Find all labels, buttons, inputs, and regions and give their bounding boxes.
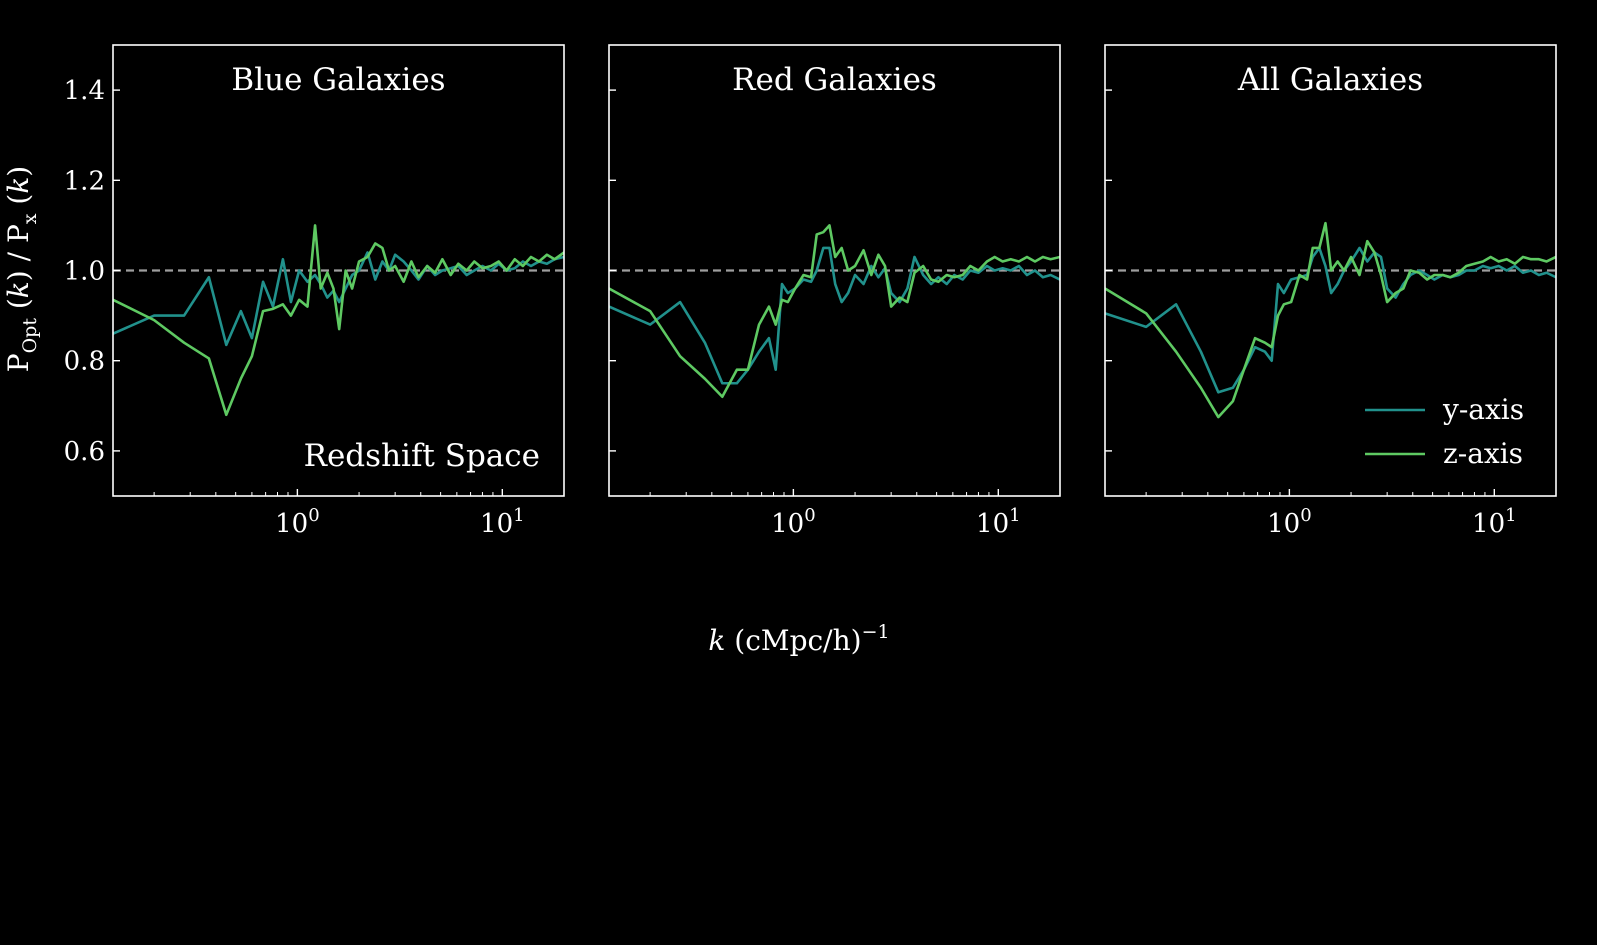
panel-title: Red Galaxies: [732, 62, 937, 98]
series-line-z-axis: [113, 224, 564, 417]
series-line-y-axis: [609, 246, 1060, 385]
x-tick-label: 100: [275, 505, 320, 539]
y-tick-label: 1.4: [64, 76, 105, 106]
y-tick-label: 1.0: [64, 257, 105, 287]
series-line-z-axis: [609, 224, 1060, 399]
legend-label-z-axis: z-axis: [1443, 437, 1523, 470]
y-axis-label: POpt (k) / Px (k): [2, 166, 41, 372]
x-axis-label-k: k: [708, 624, 725, 657]
x-axis-label-units: (cMpc/h): [725, 624, 861, 657]
x-tick-label: 101: [976, 505, 1021, 539]
panel-title: Blue Galaxies: [231, 62, 445, 98]
panel-2: 100 101 Red Galaxies: [608, 44, 1061, 539]
x-tick-label: 101: [1472, 505, 1517, 539]
y-tick-label: 1.2: [64, 166, 105, 196]
x-tick-label: 100: [1267, 505, 1312, 539]
x-tick-label: 100: [771, 505, 816, 539]
x-tick-label: 101: [480, 505, 525, 539]
x-axis-label-exponent: −1: [862, 621, 890, 643]
x-axis-label: k (cMpc/h)−1: [708, 621, 889, 657]
panel-3: 100 101 All Galaxies y-axis z-axis: [1104, 44, 1557, 539]
legend-label-y-axis: y-axis: [1442, 393, 1524, 426]
y-tick-label: 0.6: [64, 437, 105, 467]
y-tick-label: 0.8: [64, 347, 105, 377]
panels: 0.6 0.8 1.0 1.2 1.4 100 101 Blue Galaxies Redshi…: [64, 44, 1557, 539]
panel-1: 0.6 0.8 1.0 1.2 1.4 100 101 Blue Galaxies Redshi…: [64, 44, 565, 539]
legend: y-axis z-axis: [1365, 393, 1524, 470]
series-line-y-axis: [1105, 246, 1556, 394]
panel-annotation: Redshift Space: [304, 438, 540, 474]
panel-title: All Galaxies: [1237, 62, 1423, 98]
series-line-z-axis: [1105, 221, 1556, 419]
